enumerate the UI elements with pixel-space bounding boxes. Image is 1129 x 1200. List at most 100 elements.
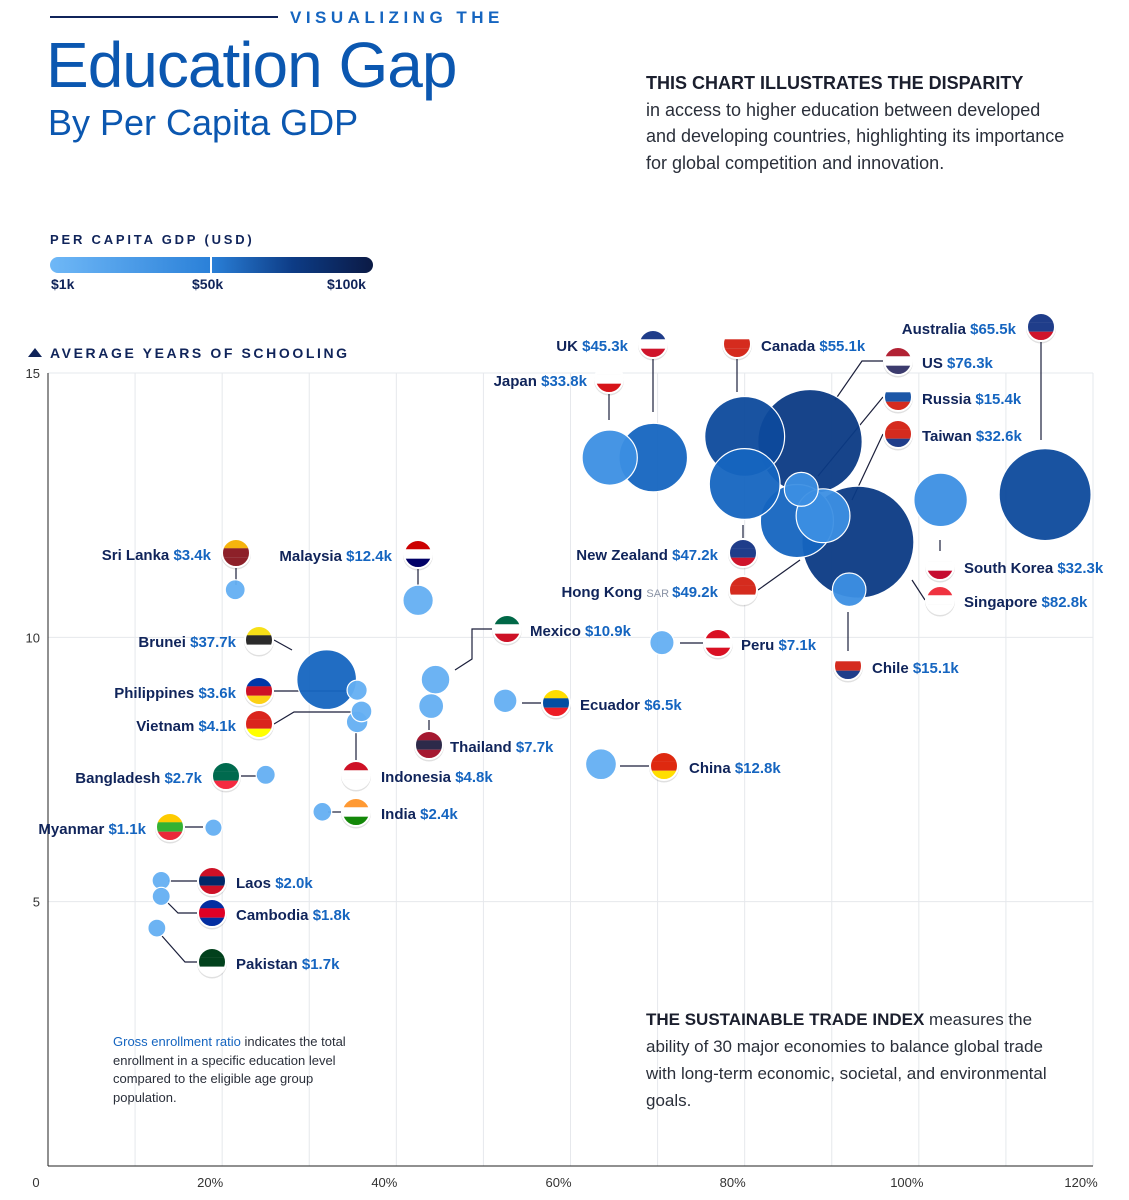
- bubbles: [147, 388, 1092, 938]
- bubble-japan[interactable]: [581, 429, 638, 486]
- flag-thailand-icon: [414, 730, 444, 762]
- bubble-ecuador[interactable]: [492, 688, 518, 714]
- label-value: $7.1k: [779, 637, 817, 654]
- label-value: $33.8k: [541, 373, 588, 390]
- x-tick-label: 60%: [545, 1175, 571, 1190]
- bubble-chile[interactable]: [831, 572, 867, 608]
- label-australia: Australia $65.5k: [902, 321, 1017, 338]
- label-value: $55.1k: [819, 338, 866, 355]
- label-pakistan: Pakistan $1.7k: [236, 956, 340, 973]
- flag-south-korea-icon: [925, 551, 955, 583]
- flag-australia-icon: [1026, 312, 1056, 344]
- flag-us-icon: [883, 346, 913, 378]
- bubble-brunei[interactable]: [296, 649, 358, 711]
- label-japan: Japan $33.8k: [494, 373, 588, 390]
- x-tick-label: 120%: [1064, 1175, 1098, 1190]
- note-text: indicates the total enrollment in a spec…: [113, 1034, 346, 1105]
- bubble-china[interactable]: [584, 748, 618, 781]
- bubble-sri-lanka[interactable]: [224, 579, 246, 601]
- label-hong-kong: Hong Kong SAR $49.2k: [561, 584, 718, 601]
- label-value: $6.5k: [644, 697, 682, 714]
- label-value: $15.1k: [913, 660, 960, 677]
- label-indonesia: Indonesia $4.8k: [381, 769, 493, 786]
- flag-singapore-icon: [925, 585, 955, 617]
- y-axis-title: AVERAGE YEARS OF SCHOOLING: [28, 345, 350, 361]
- y-tick-label: 5: [33, 895, 40, 910]
- bubble-new-zealand[interactable]: [708, 448, 781, 520]
- bubble-peru[interactable]: [649, 629, 675, 656]
- bubble-cambodia[interactable]: [151, 886, 171, 907]
- bubble-thailand[interactable]: [418, 692, 445, 720]
- label-value: $49.2k: [672, 584, 719, 601]
- x-tick-label: 40%: [371, 1175, 397, 1190]
- label-name: Russia: [922, 391, 975, 408]
- bubble-vietnam[interactable]: [350, 700, 373, 723]
- labels: Japan $33.8k UK $45.3k Canada $55.1k US $76…: [38, 312, 1104, 979]
- connector-singapore: [911, 579, 926, 601]
- label-cambodia: Cambodia $1.8k: [236, 907, 351, 924]
- flag-sri-lanka-icon: [221, 538, 251, 570]
- bubble-russia[interactable]: [783, 471, 819, 507]
- legend-divider: [210, 257, 212, 273]
- label-value: $4.8k: [455, 769, 493, 786]
- bubble-mexico[interactable]: [420, 664, 451, 695]
- label-name: Mexico: [530, 623, 585, 640]
- label-value: $3.6k: [198, 685, 236, 702]
- bubble-philippines[interactable]: [346, 679, 368, 701]
- flag-cambodia-icon: [197, 898, 227, 930]
- label-name: Chile: [872, 660, 913, 677]
- label-name: Taiwan: [922, 428, 976, 445]
- label-name: Ecuador: [580, 697, 644, 714]
- label-value: $1.8k: [313, 907, 351, 924]
- label-philippines: Philippines $3.6k: [114, 685, 236, 702]
- page-title: Education Gap: [46, 29, 457, 101]
- label-name: Cambodia: [236, 907, 313, 924]
- flag-japan-icon: [594, 364, 624, 396]
- label-malaysia: Malaysia $12.4k: [279, 548, 392, 565]
- bubble-pakistan[interactable]: [147, 918, 167, 938]
- label-value: $12.8k: [735, 760, 782, 777]
- label-name: Pakistan: [236, 956, 302, 973]
- label-russia: Russia $15.4k: [922, 391, 1022, 408]
- bubble-australia[interactable]: [998, 448, 1092, 542]
- connector-us: [834, 360, 883, 401]
- label-name: Brunei: [138, 634, 190, 651]
- label-name: South Korea: [964, 560, 1057, 577]
- kicker-rule: [50, 16, 278, 18]
- label-china: China $12.8k: [689, 760, 781, 777]
- legend-title: PER CAPITA GDP (USD): [50, 232, 255, 247]
- label-name: Canada: [761, 338, 819, 355]
- bubble-malaysia[interactable]: [402, 584, 434, 617]
- flag-chile-icon: [833, 651, 863, 683]
- y-tick-label: 15: [26, 366, 40, 381]
- label-name: Singapore: [964, 594, 1042, 611]
- label-peru: Peru $7.1k: [741, 637, 817, 654]
- x-tick-label: 0: [32, 1175, 39, 1190]
- connector-cambodia: [166, 901, 197, 914]
- label-name: Peru: [741, 637, 779, 654]
- bubble-bangladesh[interactable]: [255, 764, 276, 785]
- label-value: $65.5k: [970, 321, 1017, 338]
- label-mexico: Mexico $10.9k: [530, 623, 632, 640]
- label-value: $7.7k: [516, 739, 554, 756]
- flag-hong-kong-icon: [728, 575, 758, 607]
- label-new-zealand: New Zealand $47.2k: [576, 547, 718, 564]
- label-name: Thailand: [450, 739, 516, 756]
- bubble-india[interactable]: [312, 801, 333, 822]
- x-tick-label: 80%: [720, 1175, 746, 1190]
- label-name: US: [922, 355, 947, 372]
- flag-malaysia-icon: [403, 539, 433, 571]
- flag-vietnam-icon: [244, 709, 274, 741]
- label-name: India: [381, 806, 420, 823]
- header-kicker: VISUALIZING THE: [290, 8, 504, 27]
- label-south-korea: South Korea $32.3k: [964, 560, 1104, 577]
- label-value: $2.7k: [164, 770, 202, 787]
- label-name: Indonesia: [381, 769, 455, 786]
- triangle-up-icon: [28, 348, 42, 357]
- connector-brunei: [273, 639, 293, 651]
- label-name: Vietnam: [136, 718, 198, 735]
- flag-china-icon: [649, 751, 679, 783]
- label-name: Bangladesh: [75, 770, 164, 787]
- bubble-myanmar[interactable]: [204, 818, 223, 837]
- bubble-south-korea[interactable]: [913, 472, 968, 528]
